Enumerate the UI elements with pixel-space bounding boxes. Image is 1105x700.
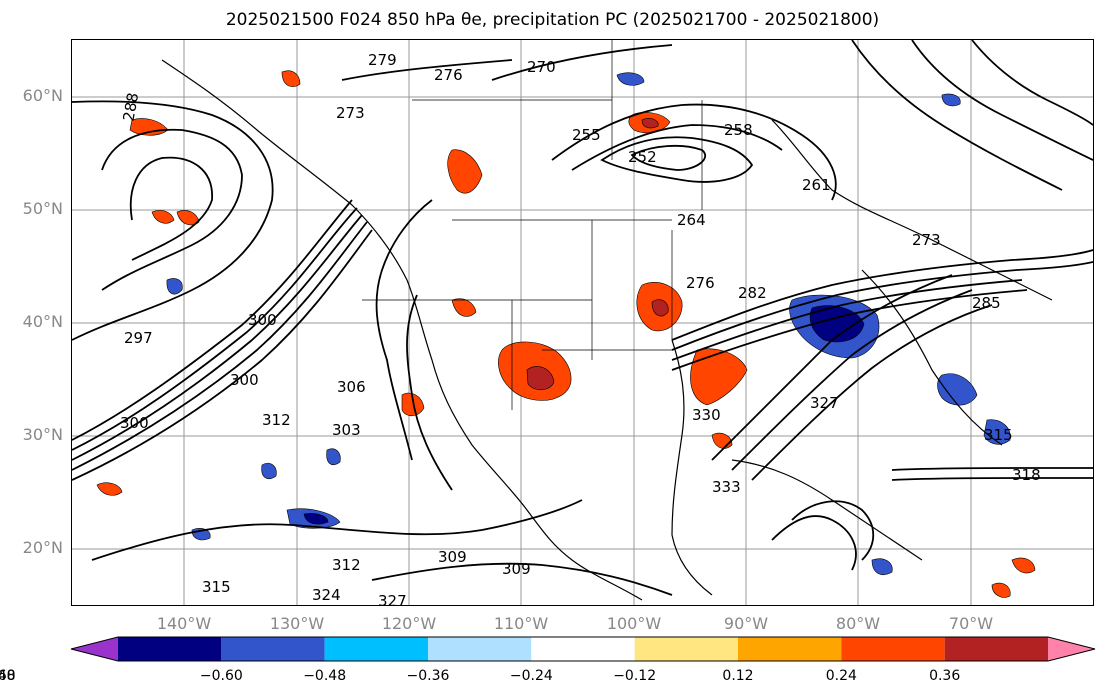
contour-label: 255 [572,126,601,144]
contour-label: 306 [337,378,366,396]
colorbar-segment [634,637,738,661]
colorbar-segment [841,637,945,661]
contour-label: 327 [810,394,839,412]
contour-label: 273 [912,231,941,249]
contour-label: 300 [230,371,259,389]
lon-label-140w: 140°W [156,614,212,633]
colorbar-tick-label: −0.60 [199,668,243,684]
colorbar-tick-label: 0.12 [722,668,754,684]
theta-e-contours [72,40,1093,596]
colorbar-tick-label: −0.48 [303,668,347,684]
colorbar-segment [118,637,222,661]
contour-label: 288 [120,91,143,122]
map-svg: 288 279 276 270 273 252 255 258 261 264 … [72,40,1093,605]
contour-label: 327 [378,592,407,605]
contour-label: 297 [124,329,153,347]
colorbar-segment [71,637,118,661]
colorbar-tick-label: 0.60 [0,668,16,684]
contour-label: 300 [248,311,277,329]
lon-label-130w: 130°W [269,614,325,633]
lat-label-30n: 30°N [22,425,63,444]
contour-label: 270 [527,58,556,76]
contour-label: 276 [686,274,715,292]
contour-label: 252 [628,148,657,166]
precip-positive [96,70,1036,598]
colorbar-tick-label: −0.36 [406,668,450,684]
lon-label-120w: 120°W [381,614,437,633]
contour-label: 279 [368,51,397,69]
contour-label: 330 [692,406,721,424]
colorbar-segment [738,637,842,661]
contour-label: 303 [332,421,361,439]
graticule [72,40,1093,605]
colorbar-segment [324,637,428,661]
contour-label: 309 [502,560,531,578]
contour-label: 315 [202,578,231,596]
colorbar-tick-label: 0.36 [929,668,961,684]
colorbar-tick-label: 0.24 [825,668,857,684]
contour-label: 318 [1012,466,1041,484]
lat-label-40n: 40°N [22,312,63,331]
contour-label: 312 [262,411,291,429]
contour-label: 309 [438,548,467,566]
contour-label: 264 [677,211,706,229]
state-borders [362,40,703,410]
chart-title: 2025021500 F024 850 hPa θe, precipitatio… [225,10,880,30]
contour-label: 282 [738,284,767,302]
contour-label: 273 [336,104,365,122]
contour-label: 258 [724,121,753,139]
map-panel: 288 279 276 270 273 252 255 258 261 264 … [71,39,1094,606]
contour-label: 261 [802,176,831,194]
colorbar-segment [428,637,532,661]
contour-label: 324 [312,586,341,604]
colorbar-tick-label: 0.48 [0,668,16,684]
colorbar-segment [1048,637,1095,661]
lat-label-50n: 50°N [22,199,63,218]
contour-label: 315 [984,426,1013,444]
contour-label: 300 [120,414,149,432]
contour-labels: 288 279 276 270 273 252 255 258 261 264 … [120,51,1041,605]
contour-label: 285 [972,294,1001,312]
lat-label-20n: 20°N [22,538,63,557]
colorbar-segment [944,637,1048,661]
colorbar-tick-label: −0.24 [509,668,553,684]
lon-label-80w: 80°W [835,614,881,633]
colorbar [70,636,1096,666]
colorbar-segment [221,637,325,661]
contour-label: 312 [332,556,361,574]
precip-negative [166,72,1011,575]
lat-label-60n: 60°N [22,86,63,105]
lon-label-70w: 70°W [948,614,994,633]
contour-label: 333 [712,478,741,496]
lon-label-90w: 90°W [723,614,769,633]
colorbar-segment [531,637,635,661]
lon-label-110w: 110°W [493,614,549,633]
lon-label-100w: 100°W [606,614,662,633]
colorbar-tick-label: −0.12 [613,668,657,684]
contour-label: 276 [434,66,463,84]
colorbar-svg [70,636,1096,662]
